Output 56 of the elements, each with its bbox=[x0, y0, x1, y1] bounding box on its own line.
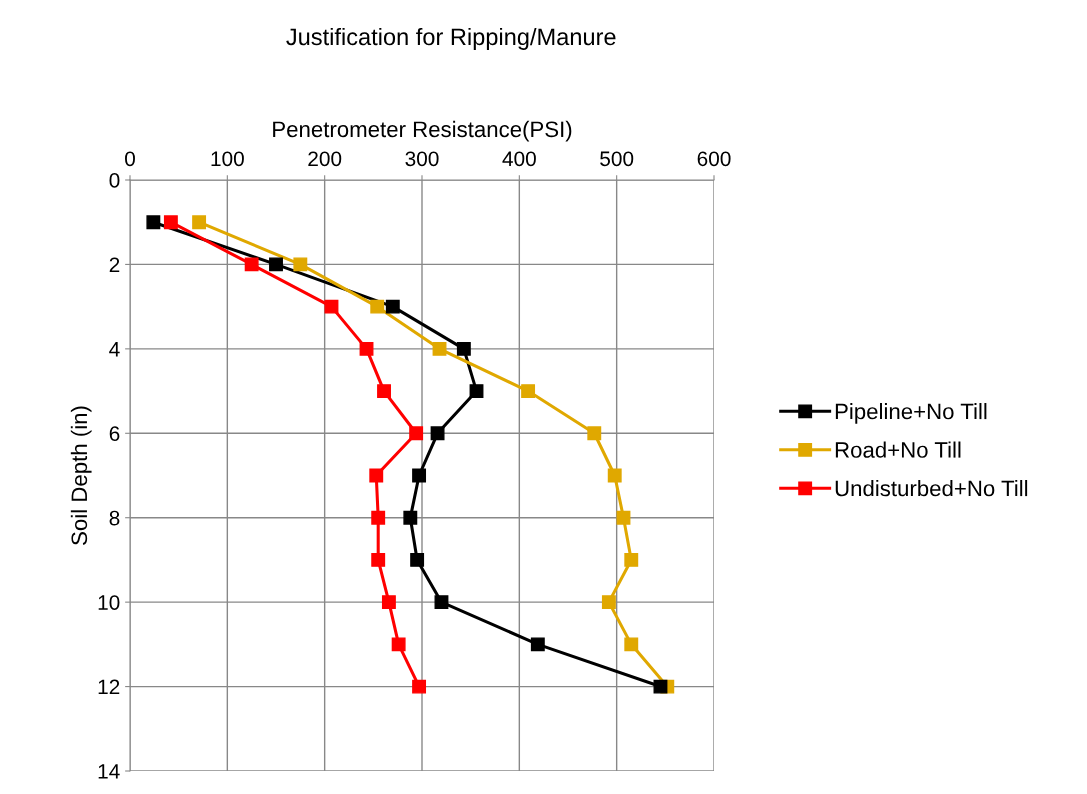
x-tick-label: 100 bbox=[211, 151, 244, 167]
y-tick-label: 10 bbox=[98, 595, 120, 610]
legend-label: Road+No Till bbox=[835, 441, 961, 458]
point bbox=[432, 341, 447, 356]
y-tick-label: 12 bbox=[98, 679, 120, 695]
point bbox=[601, 595, 616, 610]
point bbox=[192, 215, 207, 230]
point bbox=[269, 257, 283, 272]
point bbox=[369, 468, 384, 483]
point bbox=[381, 595, 396, 610]
x-tick-label: 200 bbox=[308, 151, 342, 167]
point bbox=[434, 595, 449, 610]
point bbox=[324, 299, 339, 314]
point bbox=[385, 299, 400, 314]
point bbox=[244, 257, 259, 272]
point bbox=[607, 468, 622, 483]
point bbox=[371, 510, 386, 525]
chart-title: Justification for Ripping/Manure bbox=[286, 27, 616, 50]
point bbox=[469, 384, 484, 399]
x-tick-label: 400 bbox=[502, 151, 536, 167]
point bbox=[412, 679, 427, 694]
point bbox=[146, 215, 161, 230]
y-tick-label: 2 bbox=[109, 257, 120, 272]
point bbox=[377, 384, 391, 399]
x-tick-label: 300 bbox=[405, 151, 439, 167]
point bbox=[403, 510, 418, 525]
point bbox=[616, 510, 631, 525]
point bbox=[410, 552, 425, 567]
y-tick-label: 4 bbox=[109, 342, 120, 357]
x-tick-label: 600 bbox=[697, 151, 731, 167]
point bbox=[653, 679, 668, 694]
y-axis-title: Soil Depth (in) bbox=[70, 406, 92, 545]
point bbox=[359, 341, 374, 356]
point bbox=[370, 299, 385, 314]
y-tick-label: 6 bbox=[109, 426, 120, 442]
x-tick-label: 500 bbox=[600, 151, 634, 167]
x-axis-title: Penetrometer Resistance(PSI) bbox=[273, 120, 572, 142]
point bbox=[624, 637, 639, 652]
point bbox=[391, 637, 406, 652]
y-tick-label: 8 bbox=[109, 510, 120, 526]
point bbox=[163, 215, 178, 230]
point bbox=[521, 384, 536, 399]
legend-label: Pipeline+No Till bbox=[835, 403, 987, 424]
point bbox=[409, 426, 424, 441]
point bbox=[456, 341, 471, 356]
legend-label: Undisturbed+No Till bbox=[835, 480, 1028, 497]
point bbox=[412, 468, 427, 483]
y-tick-label: 14 bbox=[98, 764, 120, 779]
point bbox=[293, 257, 308, 272]
y-tick-label: 0 bbox=[109, 173, 120, 188]
point bbox=[430, 426, 445, 441]
point bbox=[624, 552, 639, 567]
point bbox=[587, 426, 602, 441]
x-tick-label: 0 bbox=[125, 151, 135, 167]
point bbox=[371, 552, 386, 567]
point bbox=[530, 637, 545, 652]
